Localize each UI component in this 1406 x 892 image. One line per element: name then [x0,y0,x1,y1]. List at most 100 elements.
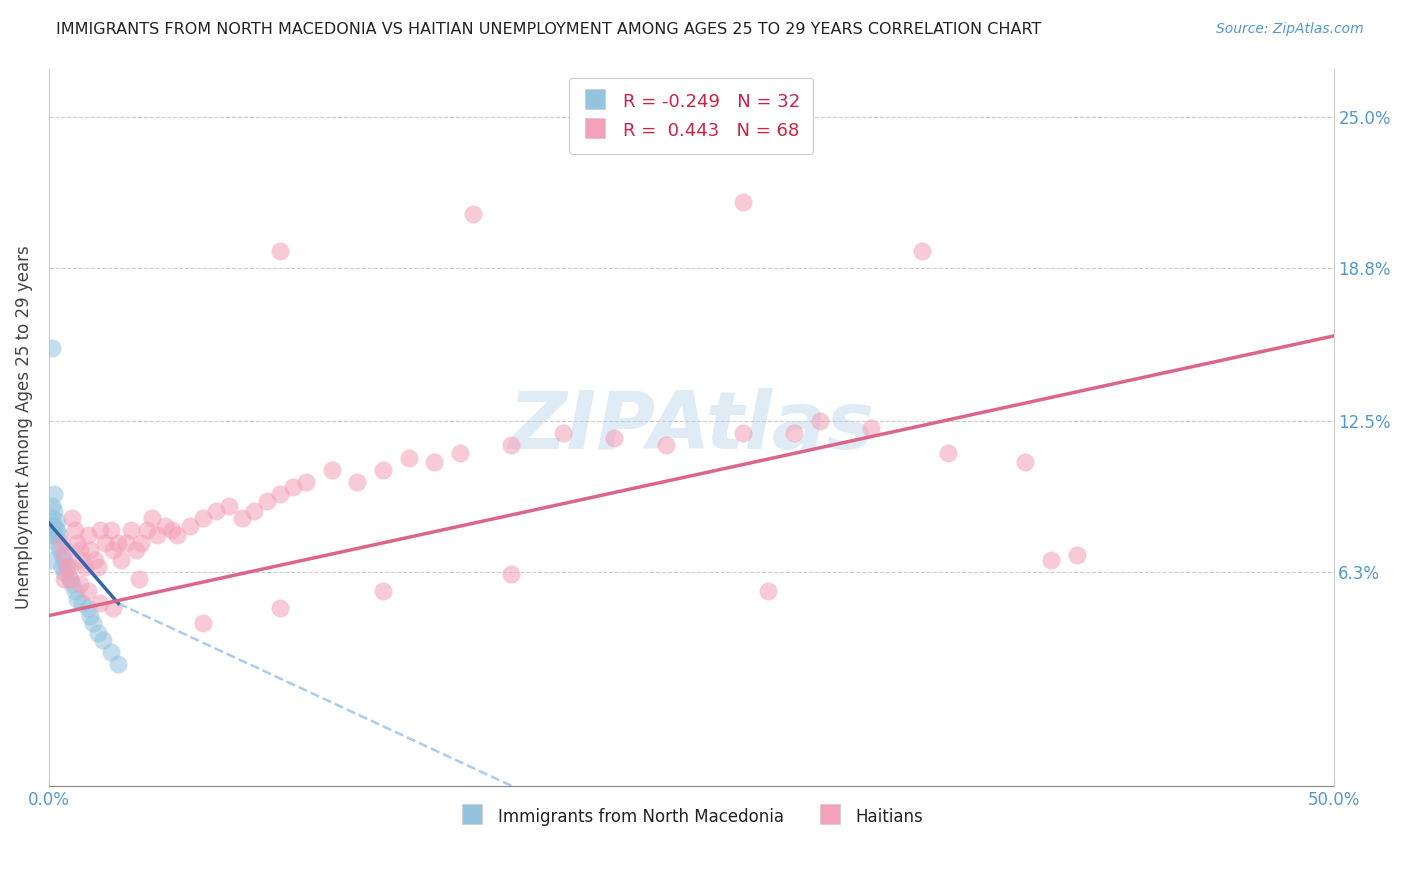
Point [48,541,70,555]
Point [256,494,278,508]
Point [398,450,420,465]
Point [346,475,368,489]
Point [295,475,318,489]
Point [66,591,89,606]
Point [42,528,65,542]
Point [41,499,63,513]
Point [58,560,80,574]
Point [153,518,176,533]
Point [84,552,107,566]
Point [58,572,80,586]
Point [107,657,129,672]
Point [125,543,148,558]
Point [79,543,101,558]
Point [731,195,754,210]
Point [51,548,73,562]
Point [91,632,114,647]
Point [166,528,188,542]
Point [860,421,883,435]
Point [79,608,101,623]
Point [731,426,754,441]
Point [87,560,110,574]
Point [103,543,125,558]
Point [53,572,76,586]
Y-axis label: Unemployment Among Ages 25 to 29 years: Unemployment Among Ages 25 to 29 years [15,245,32,609]
Point [1014,455,1036,469]
Point [120,524,142,538]
Point [603,431,626,445]
Point [1066,548,1088,562]
Point [100,524,122,538]
Point [69,543,91,558]
Point [63,524,86,538]
Point [41,341,63,355]
Point [45,514,67,528]
Point [103,601,125,615]
Text: IMMIGRANTS FROM NORTH MACEDONIA VS HAITIAN UNEMPLOYMENT AMONG AGES 25 TO 29 YEAR: IMMIGRANTS FROM NORTH MACEDONIA VS HAITI… [56,22,1042,37]
Point [89,524,111,538]
Point [53,565,76,579]
Point [76,528,98,542]
Text: ZIPAtlas: ZIPAtlas [508,388,875,467]
Point [69,577,91,591]
Point [41,511,63,525]
Legend: Immigrants from North Macedonia, Haitians: Immigrants from North Macedonia, Haitian… [451,797,931,835]
Point [243,504,266,518]
Point [89,596,111,610]
Point [269,601,291,615]
Point [128,572,150,586]
Point [87,625,110,640]
Point [371,584,394,599]
Point [76,601,98,615]
Point [551,426,574,441]
Point [58,572,80,586]
Point [1039,552,1062,566]
Point [146,528,169,542]
Point [756,584,779,599]
Point [110,552,132,566]
Point [654,438,676,452]
Point [45,535,67,549]
Point [783,426,806,441]
Point [42,487,65,501]
Point [51,560,73,574]
Point [56,560,79,574]
Point [141,511,163,525]
Point [179,518,201,533]
Point [41,528,63,542]
Point [72,596,94,610]
Point [60,511,83,525]
Text: Source: ZipAtlas.com: Source: ZipAtlas.com [1216,22,1364,37]
Point [56,560,79,574]
Point [461,207,484,221]
Point [162,524,184,538]
Point [53,548,76,562]
Point [115,535,138,549]
Point [911,244,934,258]
Point [321,463,343,477]
Point [808,414,831,428]
Point [76,584,98,599]
Point [135,524,157,538]
Point [82,615,104,630]
Point [205,504,228,518]
Point [501,567,523,582]
Point [191,511,214,525]
Point [936,445,959,459]
Point [41,552,63,566]
Point [72,552,94,566]
Point [45,524,67,538]
Point [501,438,523,452]
Point [60,577,83,591]
Point [51,535,73,549]
Point [53,552,76,566]
Point [42,504,65,518]
Point [42,518,65,533]
Point [281,480,304,494]
Point [191,615,214,630]
Point [41,518,63,533]
Point [269,487,291,501]
Point [66,535,89,549]
Point [94,535,117,549]
Point [48,528,70,542]
